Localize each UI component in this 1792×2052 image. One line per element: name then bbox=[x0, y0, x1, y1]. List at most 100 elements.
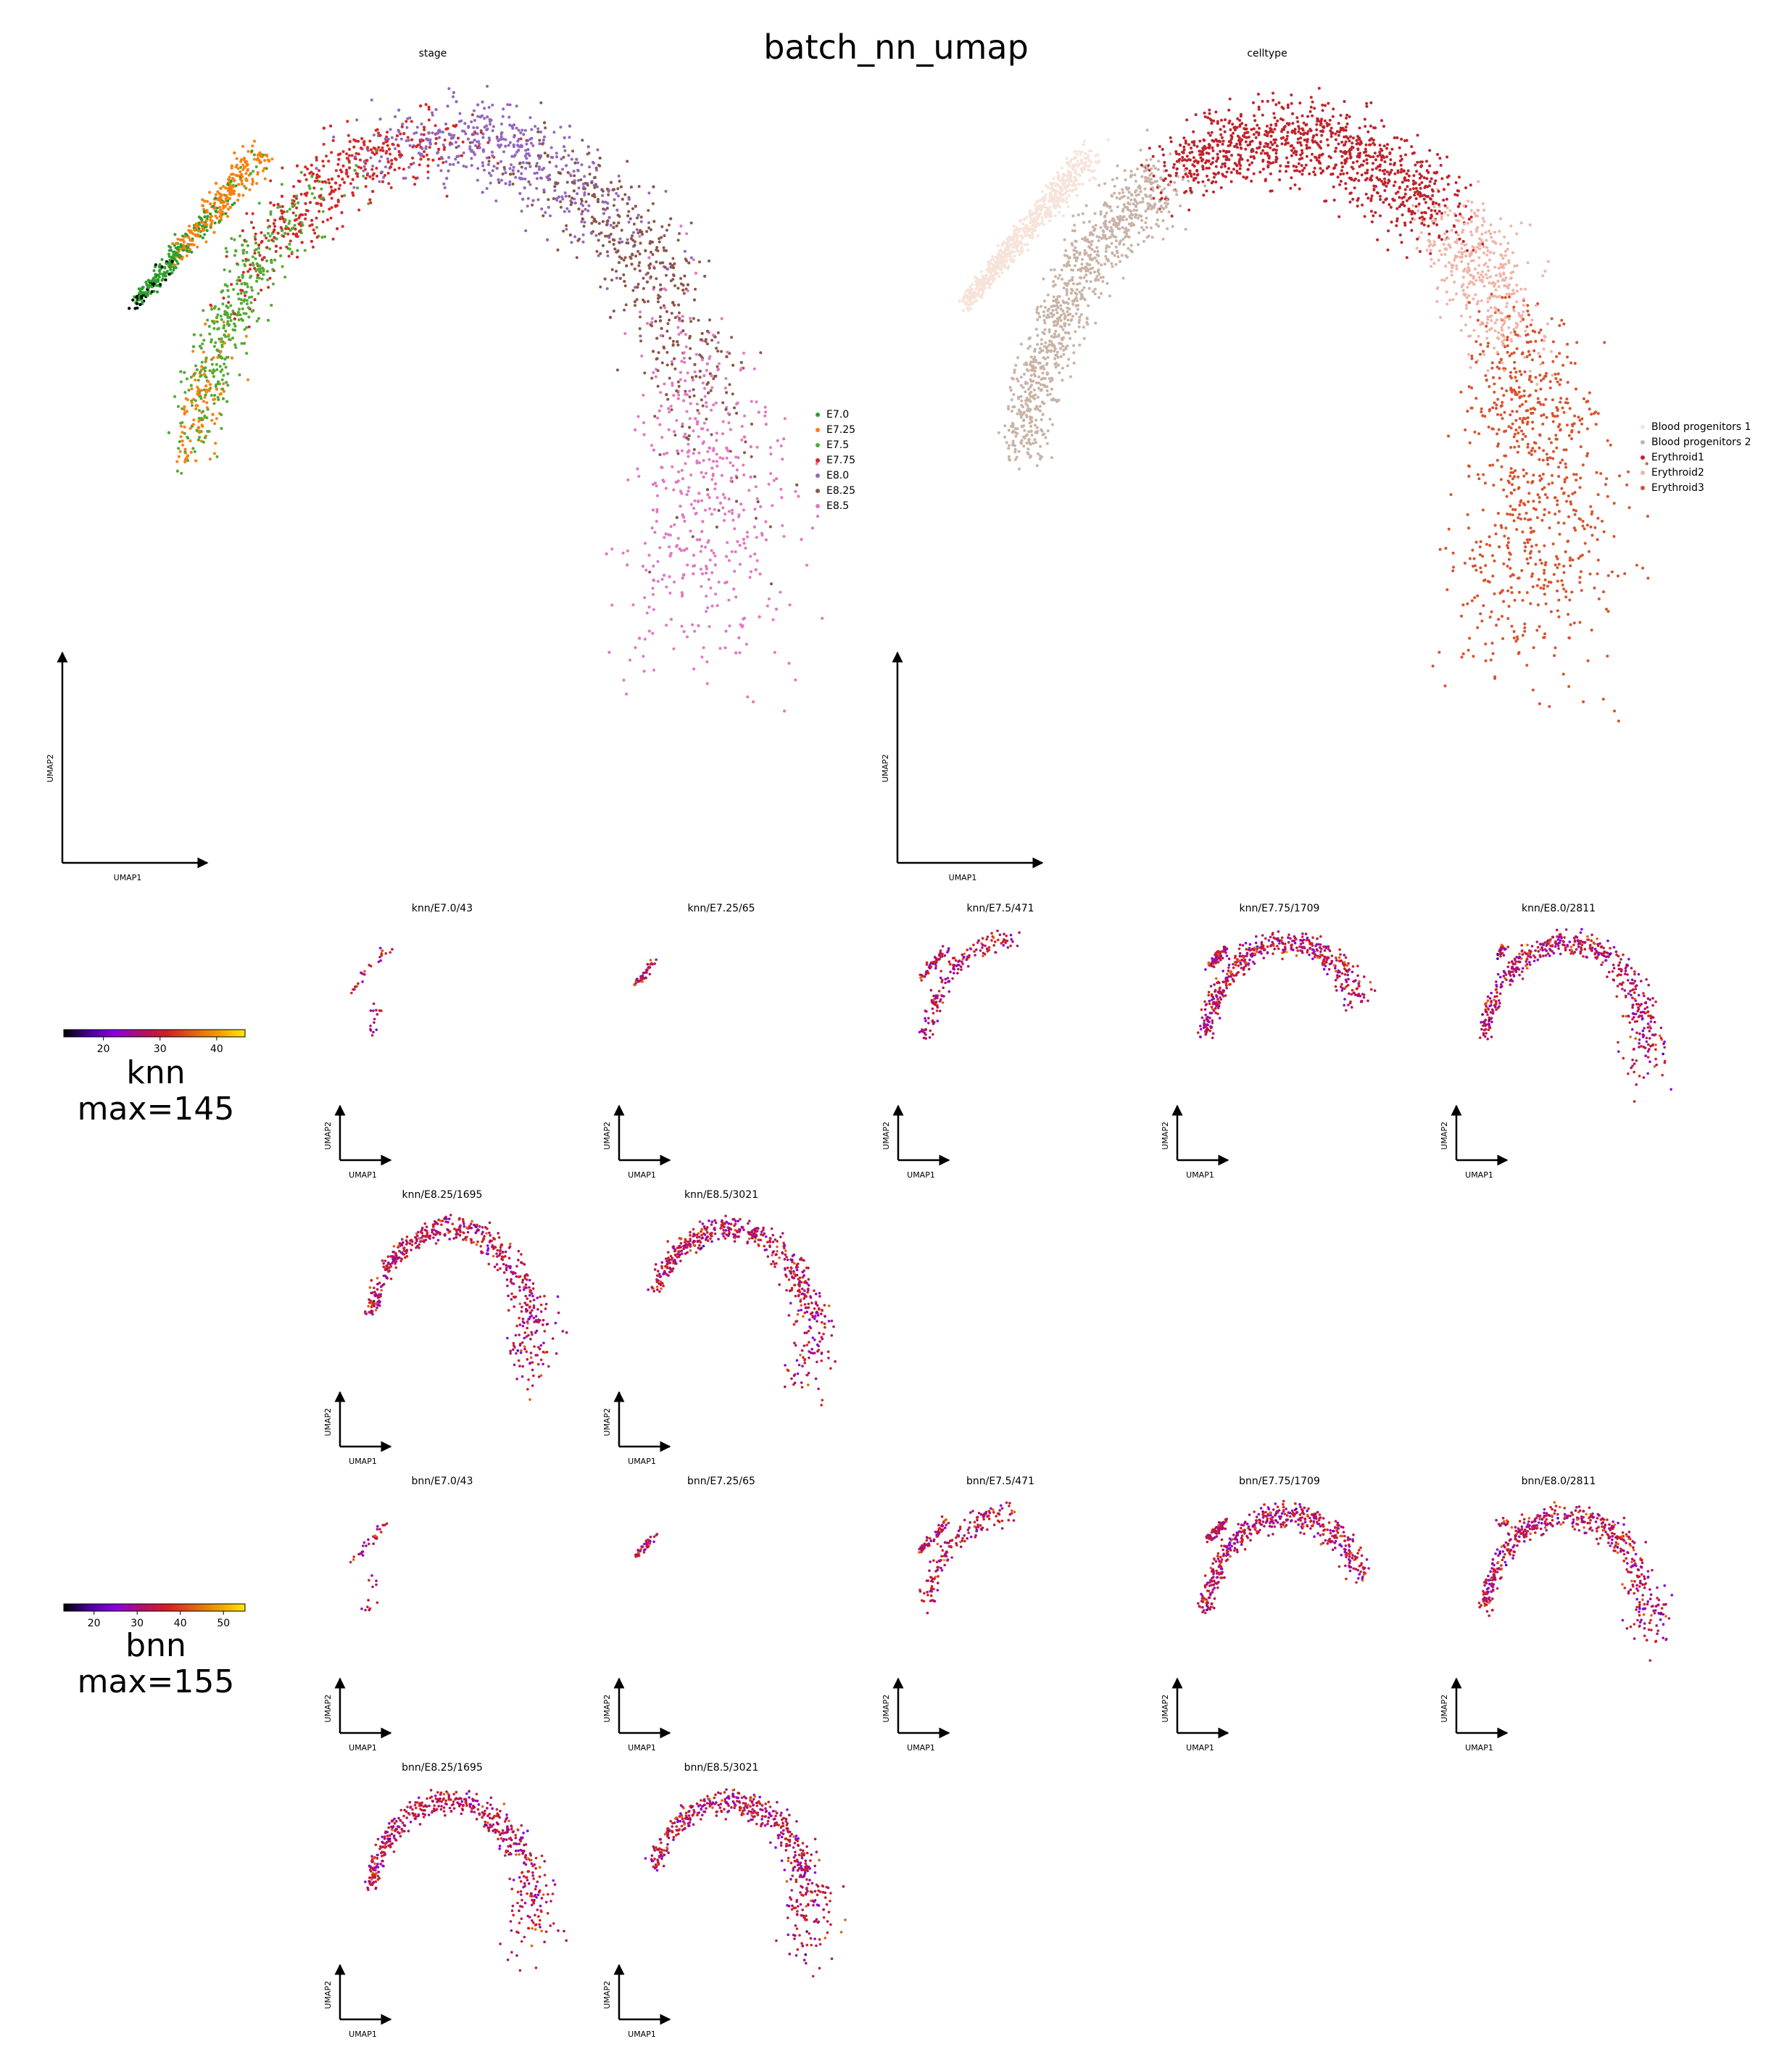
scatter-point bbox=[631, 289, 635, 292]
scatter-point bbox=[1292, 146, 1295, 150]
scatter-point bbox=[1203, 111, 1206, 115]
scatter-point bbox=[204, 322, 207, 326]
scatter-point bbox=[291, 204, 294, 208]
scatter-point bbox=[472, 132, 476, 136]
scatter-point bbox=[1073, 150, 1077, 154]
scatter-point bbox=[700, 358, 704, 362]
scatter-point bbox=[1008, 386, 1012, 389]
scatter-point bbox=[201, 425, 204, 428]
scatter-point bbox=[140, 287, 144, 290]
scatter-point bbox=[579, 178, 583, 181]
scatter-point bbox=[682, 399, 686, 402]
scatter-point bbox=[1569, 623, 1572, 626]
scatter-point bbox=[203, 396, 207, 399]
scatter-point bbox=[1293, 169, 1296, 173]
scatter-point bbox=[607, 193, 610, 196]
scatter-point bbox=[706, 606, 710, 610]
scatter-point bbox=[1069, 375, 1072, 378]
scatter-point bbox=[491, 169, 494, 173]
scatter-point bbox=[637, 474, 641, 478]
scatter-point bbox=[250, 295, 254, 299]
scatter-point bbox=[770, 582, 773, 586]
scatter-point bbox=[149, 283, 152, 286]
scatter-point bbox=[742, 508, 745, 512]
scatter-point bbox=[725, 446, 729, 450]
scatter-point bbox=[485, 124, 489, 128]
scatter-point bbox=[1253, 114, 1256, 117]
scatter-point bbox=[587, 152, 591, 155]
scatter-point bbox=[188, 224, 191, 228]
scatter-point bbox=[199, 217, 202, 220]
scatter-point bbox=[642, 394, 645, 397]
scatter-point bbox=[652, 483, 655, 486]
scatter-point bbox=[710, 604, 714, 608]
scatter-point bbox=[692, 572, 695, 576]
scatter-point bbox=[670, 360, 673, 363]
scatter-point bbox=[630, 262, 634, 266]
scatter-point bbox=[592, 162, 596, 165]
scatter-point bbox=[244, 312, 248, 315]
scatter-point bbox=[527, 152, 531, 156]
scatter-point bbox=[236, 292, 240, 296]
scatter-point bbox=[752, 700, 755, 703]
scatter-point bbox=[1046, 429, 1050, 433]
scatter-point bbox=[272, 222, 275, 226]
scatter-point bbox=[466, 137, 470, 141]
scatter-point bbox=[245, 299, 249, 302]
scatter-point bbox=[215, 455, 219, 458]
scatter-point bbox=[508, 103, 512, 107]
scatter-point bbox=[243, 165, 246, 169]
scatter-point bbox=[457, 161, 460, 165]
scatter-point bbox=[1301, 127, 1304, 131]
scatter-point bbox=[455, 155, 459, 158]
scatter-point bbox=[593, 186, 597, 189]
scatter-point bbox=[633, 244, 636, 247]
scatter-point bbox=[198, 229, 202, 233]
scatter-point bbox=[495, 167, 499, 170]
scatter-point bbox=[713, 508, 716, 511]
scatter-point bbox=[410, 162, 413, 166]
scatter-point bbox=[281, 265, 284, 268]
scatter-point bbox=[700, 530, 704, 534]
scatter-point bbox=[1140, 219, 1144, 222]
scatter-point bbox=[609, 233, 613, 236]
scatter-point bbox=[736, 539, 739, 543]
scatter-point bbox=[617, 221, 621, 225]
scatter-point bbox=[450, 142, 454, 146]
scatter-point bbox=[547, 178, 550, 181]
scatter-point bbox=[1184, 141, 1187, 145]
scatter-point bbox=[1141, 200, 1145, 204]
scatter-point bbox=[364, 176, 368, 180]
scatter-point bbox=[310, 175, 314, 178]
scatter-point bbox=[1315, 133, 1319, 136]
scatter-point bbox=[580, 163, 584, 167]
scatter-point bbox=[294, 227, 297, 231]
scatter-point bbox=[254, 238, 257, 241]
scatter-point bbox=[589, 231, 593, 234]
scatter-point bbox=[182, 249, 186, 252]
scatter-point bbox=[797, 495, 800, 498]
scatter-point bbox=[1488, 535, 1491, 539]
scatter-point bbox=[694, 375, 698, 378]
scatter-point bbox=[648, 266, 652, 270]
scatter-point bbox=[346, 157, 349, 160]
scatter-point bbox=[328, 207, 331, 211]
scatter-point bbox=[692, 667, 696, 671]
scatter-point bbox=[1569, 361, 1573, 365]
scatter-point bbox=[729, 479, 733, 483]
scatter-point bbox=[341, 150, 345, 153]
scatter-point bbox=[1514, 376, 1517, 379]
scatter-point bbox=[594, 233, 598, 237]
scatter-point bbox=[230, 184, 233, 188]
scatter-point bbox=[597, 197, 600, 201]
scatter-point bbox=[738, 544, 742, 547]
scatter-point bbox=[150, 285, 154, 289]
scatter-point bbox=[213, 394, 217, 397]
scatter-point bbox=[220, 337, 223, 341]
scatter-point bbox=[354, 172, 358, 175]
scatter-point bbox=[322, 198, 325, 202]
scatter-point bbox=[744, 440, 747, 444]
scatter-point bbox=[665, 249, 668, 252]
scatter-point bbox=[1586, 659, 1590, 663]
scatter-point bbox=[1031, 236, 1034, 240]
